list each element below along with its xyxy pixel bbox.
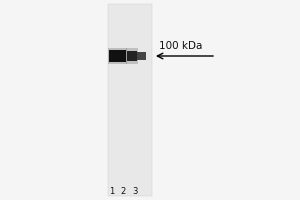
Bar (108, 4, 152, 196)
Bar (137, 52, 146, 60)
Text: 1: 1 (109, 188, 115, 196)
Text: 3: 3 (132, 188, 138, 196)
Bar (108, 48, 127, 64)
Bar (127, 51, 137, 61)
Bar (126, 48, 138, 64)
Bar (109, 50, 126, 62)
Text: 100 kDa: 100 kDa (159, 41, 202, 51)
Text: 2: 2 (120, 188, 126, 196)
